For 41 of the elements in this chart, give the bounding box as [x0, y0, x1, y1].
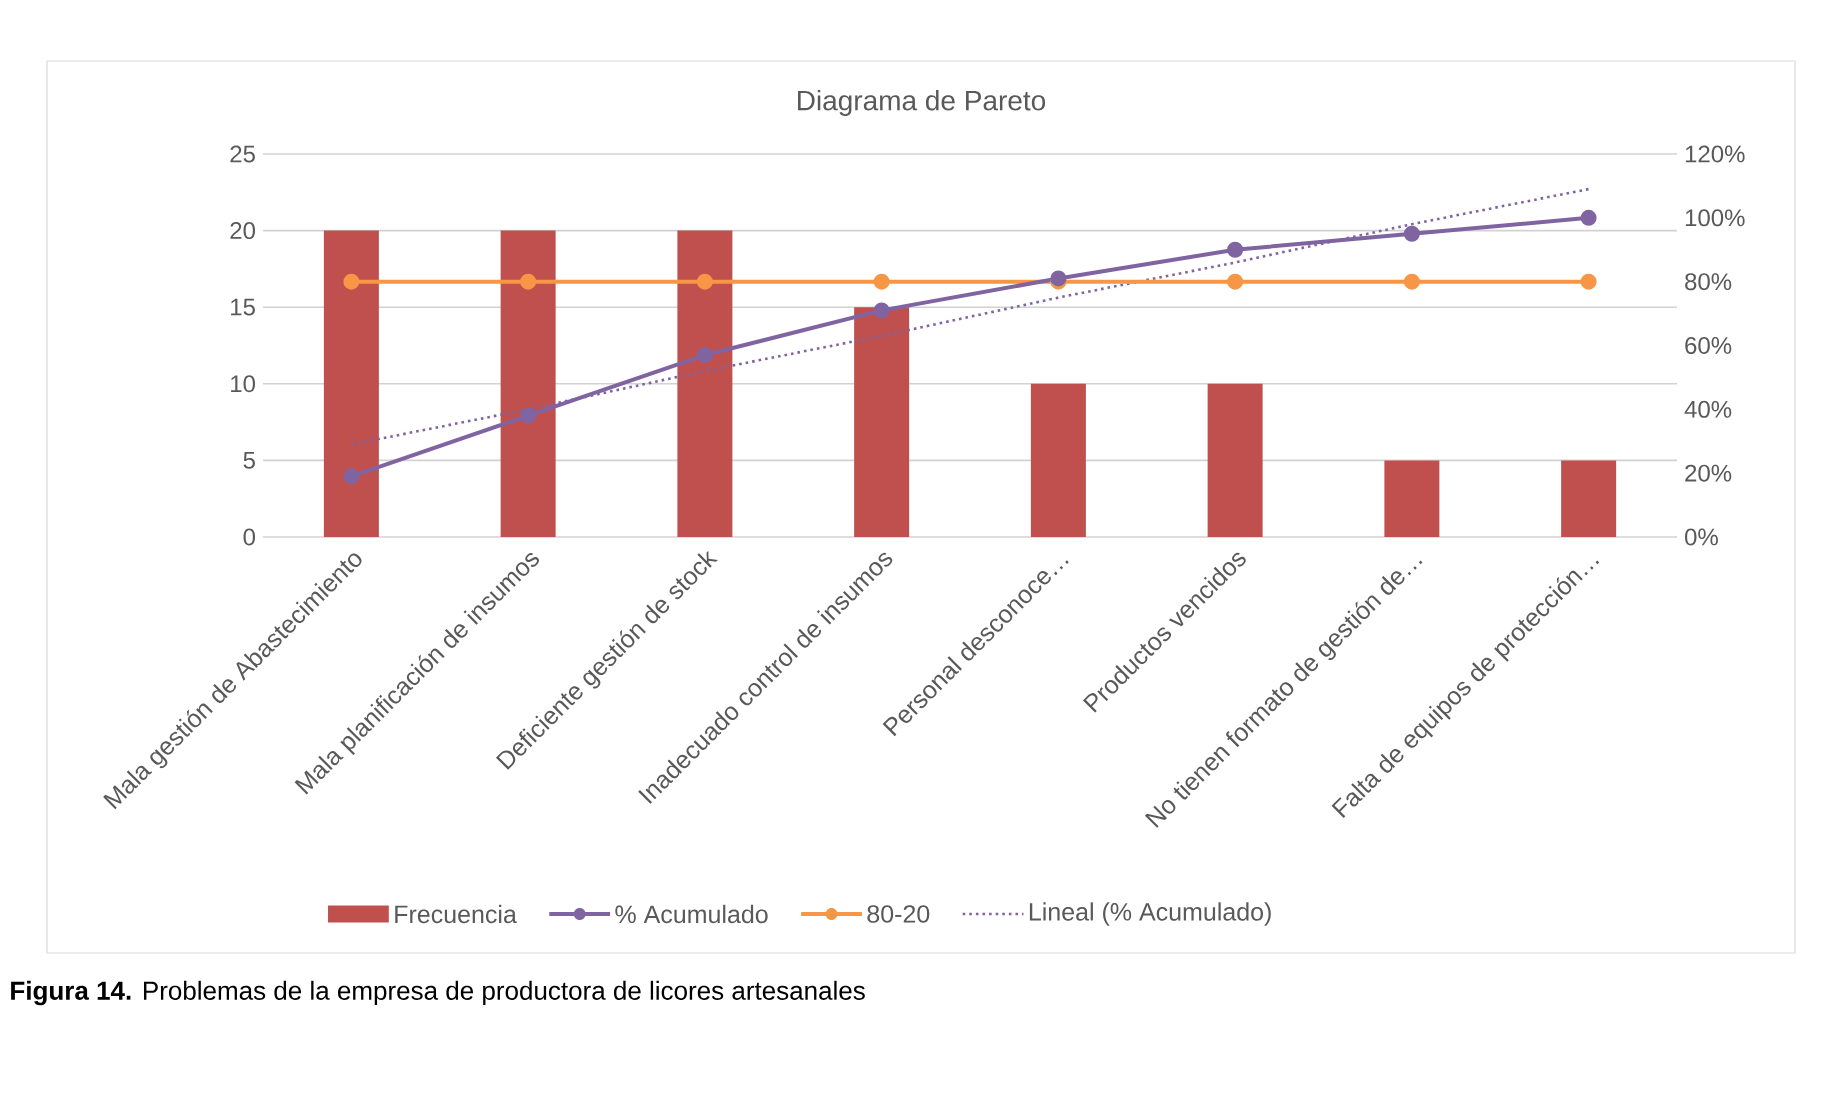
point	[1227, 273, 1244, 290]
bar	[323, 230, 379, 537]
y-tick-label: 5	[243, 452, 255, 469]
point	[1580, 209, 1597, 226]
bar	[1561, 460, 1617, 537]
text: Figura 14. Problemas de la empresa de productora de licores artesanales	[11, 980, 865, 1006]
bar	[677, 230, 733, 537]
point	[1227, 241, 1244, 258]
point	[520, 407, 537, 424]
y2-tick-label: 120%	[1685, 145, 1745, 163]
y-tick-label: 25	[230, 145, 255, 163]
bar	[1207, 383, 1263, 537]
y2-tick-label: 60%	[1685, 336, 1732, 354]
y2-tick-label: 100%	[1685, 209, 1745, 227]
y2-tick-label: 0%	[1685, 528, 1718, 546]
point	[520, 273, 537, 290]
point	[1580, 273, 1597, 290]
y-tick-label: 15	[231, 298, 255, 316]
point	[1403, 273, 1420, 290]
bar	[1030, 383, 1086, 537]
y-tick-label: 20	[230, 222, 256, 240]
bar	[1384, 460, 1440, 537]
bar	[854, 307, 910, 537]
y2-tick-label: 20%	[1685, 464, 1732, 482]
point	[696, 347, 713, 364]
point	[343, 273, 360, 290]
legend-label: Frecuencia	[395, 904, 517, 924]
point	[873, 302, 890, 319]
y-tick-label: 10	[231, 375, 256, 393]
chart-title: Diagrama de Pareto	[798, 89, 1046, 117]
legend-label: Lineal (% Acumulado)	[1029, 902, 1271, 926]
point	[696, 273, 713, 290]
y2-tick-label: 80%	[1685, 273, 1732, 291]
legend-label: 80-20	[867, 905, 930, 923]
legend-label: % Acumulado	[615, 904, 768, 924]
point	[873, 273, 890, 290]
point	[1403, 225, 1420, 242]
y2-tick-label: 40%	[1684, 400, 1732, 418]
y-tick-label: 0	[243, 528, 256, 546]
point	[343, 468, 360, 485]
bar	[500, 230, 556, 537]
